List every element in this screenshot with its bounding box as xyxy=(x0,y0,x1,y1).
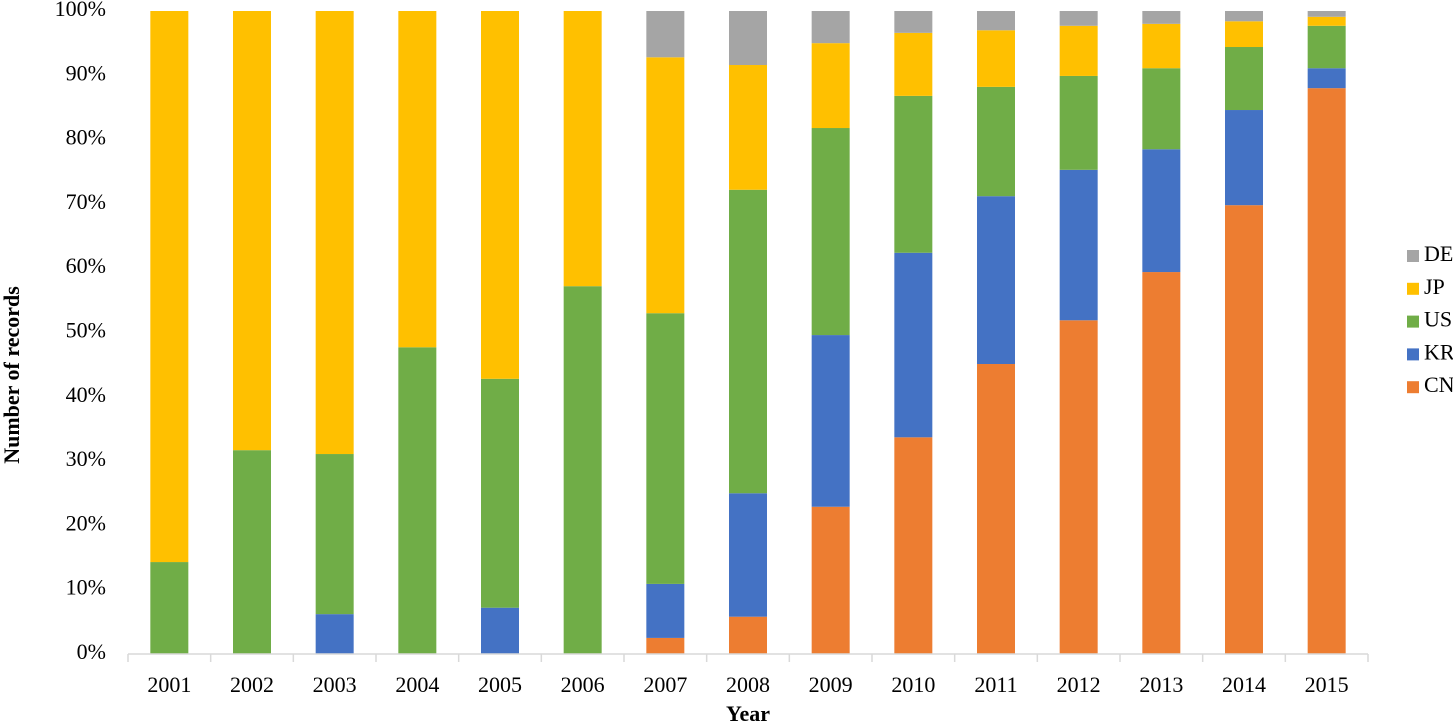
bar-segment xyxy=(646,583,685,638)
y-tick-label: 90% xyxy=(66,60,106,85)
bar-segment xyxy=(894,252,933,438)
bar-segment xyxy=(1225,110,1263,206)
bar-segment xyxy=(1059,25,1098,76)
bar-segment xyxy=(1307,25,1346,69)
bar-segment xyxy=(233,450,271,654)
x-tick-label: 2010 xyxy=(891,672,935,697)
bar-segment xyxy=(1142,272,1181,654)
bar-segment xyxy=(1225,21,1263,48)
bar-segment xyxy=(1307,68,1346,89)
bar-segment xyxy=(811,43,850,129)
bar-segment xyxy=(1307,88,1346,654)
y-tick-label: 30% xyxy=(66,446,106,471)
bar-segment xyxy=(646,313,685,584)
legend-label: KR xyxy=(1424,339,1453,364)
x-tick-label: 2013 xyxy=(1139,672,1183,697)
bar-segment xyxy=(1142,23,1181,69)
legend-swatch xyxy=(1407,282,1419,295)
bar-segment xyxy=(481,607,519,654)
legend-swatch xyxy=(1407,250,1419,262)
y-tick-label: 80% xyxy=(66,125,106,150)
legend-label: US xyxy=(1424,307,1452,332)
y-tick-label: 10% xyxy=(66,575,106,600)
x-tick-label: 2003 xyxy=(313,672,357,697)
y-tick-label: 70% xyxy=(66,189,106,214)
bar-segment xyxy=(150,562,189,654)
y-tick-label: 0% xyxy=(77,639,106,664)
bar-segment xyxy=(977,11,1015,31)
bar-segment xyxy=(150,11,189,563)
bar-segment xyxy=(1225,205,1263,654)
x-tick-label: 2014 xyxy=(1222,672,1266,697)
legend-label: DE xyxy=(1424,241,1453,266)
bar-segment xyxy=(1142,11,1181,24)
legend-label: CN xyxy=(1424,372,1453,397)
bar-segment xyxy=(811,506,850,654)
bar-segment xyxy=(729,65,767,190)
x-tick-label: 2009 xyxy=(809,672,853,697)
legend-swatch xyxy=(1407,381,1419,394)
bar-segment xyxy=(315,454,354,615)
bar-segment xyxy=(894,32,933,96)
bar-segment xyxy=(811,128,850,336)
bar-segment xyxy=(977,86,1015,197)
x-tick-label: 2012 xyxy=(1057,672,1101,697)
bar-segment xyxy=(1059,11,1098,26)
y-tick-label: 100% xyxy=(55,0,106,21)
bar-segment xyxy=(646,11,685,58)
bar-segment xyxy=(398,11,437,348)
bar-segment xyxy=(1307,16,1346,26)
bar-segment xyxy=(1059,320,1098,654)
bar-segment xyxy=(729,189,767,494)
bar-segment xyxy=(1307,11,1346,17)
bar-segment xyxy=(481,11,519,379)
bar-segment xyxy=(646,57,685,314)
bar-segment xyxy=(481,378,519,608)
bar-segment xyxy=(729,493,767,617)
x-tick-label: 2011 xyxy=(974,672,1017,697)
bar-segment xyxy=(563,286,602,654)
bar-segment xyxy=(1225,47,1263,111)
bar-segment xyxy=(1059,169,1098,321)
bar-segment xyxy=(1225,11,1263,22)
x-tick-label: 2015 xyxy=(1305,672,1349,697)
bar-segment xyxy=(1142,149,1181,273)
x-tick-label: 2008 xyxy=(726,672,770,697)
bar-segment xyxy=(729,11,767,66)
x-tick-label: 2006 xyxy=(561,672,605,697)
bar-segment xyxy=(977,196,1015,365)
bar-segment xyxy=(1059,75,1098,170)
legend-label: JP xyxy=(1424,274,1445,299)
y-axis-title: Number of records xyxy=(0,286,24,464)
bar-segment xyxy=(646,637,685,654)
bar-segment xyxy=(977,364,1015,654)
bar-segment xyxy=(1142,68,1181,150)
bar-segment xyxy=(563,11,602,287)
x-axis-title: Year xyxy=(726,701,770,726)
bar-segment xyxy=(729,616,767,654)
bar-segment xyxy=(315,11,354,455)
bar-segment xyxy=(811,11,850,44)
y-tick-label: 50% xyxy=(66,318,106,343)
bar-segment xyxy=(894,437,933,654)
x-tick-label: 2002 xyxy=(230,672,274,697)
bar-segment xyxy=(233,11,271,451)
bar-segment xyxy=(398,347,437,654)
x-tick-label: 2004 xyxy=(395,672,439,697)
bar-segment xyxy=(811,335,850,507)
bar-segment xyxy=(894,95,933,253)
x-tick-label: 2001 xyxy=(147,672,191,697)
legend-swatch xyxy=(1407,315,1419,328)
bar-segment xyxy=(315,614,354,654)
y-tick-label: 60% xyxy=(66,253,106,278)
bar-segment xyxy=(894,11,933,33)
bar-segment xyxy=(977,30,1015,87)
y-tick-label: 20% xyxy=(66,510,106,535)
x-tick-label: 2005 xyxy=(478,672,522,697)
x-tick-label: 2007 xyxy=(643,672,687,697)
y-tick-label: 40% xyxy=(66,382,106,407)
legend-swatch xyxy=(1407,348,1419,361)
